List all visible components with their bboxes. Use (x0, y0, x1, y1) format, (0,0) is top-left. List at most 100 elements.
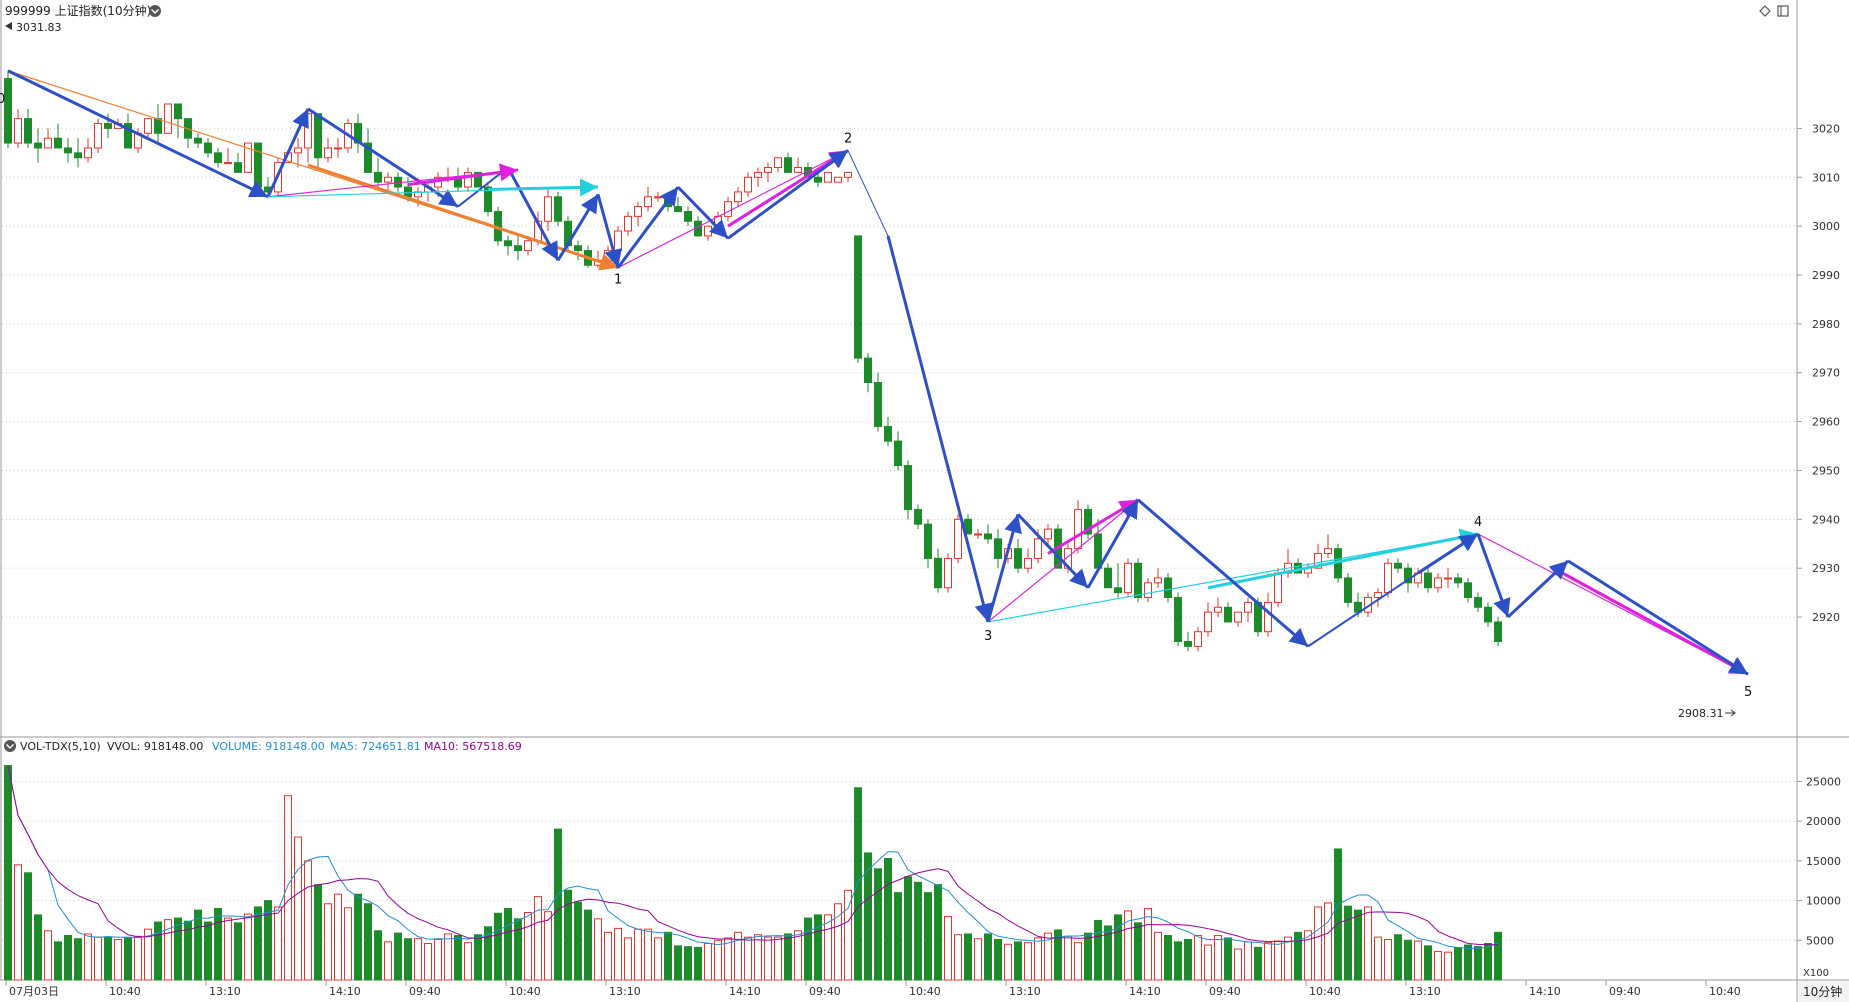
volume-bar (374, 930, 382, 981)
candle-body (1324, 548, 1332, 555)
vol-dropdown-chevron-icon (6, 744, 14, 749)
period-box[interactable] (1798, 981, 1849, 1002)
candle-body (1344, 577, 1352, 603)
diamond-icon[interactable] (1759, 5, 1771, 17)
candle-body (254, 142, 262, 188)
candle-body (1264, 601, 1272, 633)
time-tick-label: 07月03日 (9, 985, 59, 998)
volume-bar (84, 933, 92, 981)
candle-body (984, 533, 992, 540)
volume-bar (254, 906, 262, 981)
volume-bar (64, 935, 72, 981)
volume-bar (894, 892, 902, 981)
time-tick-label: 13:10 (209, 985, 241, 998)
volume-bar (1124, 910, 1132, 981)
volume-bar (1014, 941, 1022, 981)
high-price-label: 3031.83 (16, 21, 62, 34)
candle-body (54, 137, 62, 149)
volume-bar (1434, 950, 1442, 981)
volume-bar (284, 795, 292, 981)
time-tick-label: 09:40 (809, 985, 841, 998)
candle-body (324, 147, 332, 159)
candle-body (1164, 577, 1172, 598)
candle-body (1104, 567, 1112, 589)
candle-body (834, 176, 842, 183)
candle-body (944, 557, 952, 589)
candle-body (144, 118, 152, 134)
candle-body (234, 162, 242, 173)
vol-dropdown-icon[interactable] (4, 740, 16, 752)
volume-bar (274, 906, 282, 981)
volume-bar (134, 935, 142, 981)
candle-body (1464, 582, 1472, 598)
candle-body (314, 113, 322, 159)
wave-line (266, 108, 310, 198)
volume-bar (554, 828, 562, 981)
candle-body (1044, 528, 1052, 540)
volume-bar (834, 903, 842, 981)
volume-bar (1204, 944, 1212, 981)
candle-body (1424, 572, 1432, 589)
candle-body (1034, 538, 1042, 559)
volume-bar (1004, 943, 1012, 981)
volume-bar (1234, 948, 1242, 981)
volume-bar (514, 918, 522, 981)
candle-body (644, 196, 652, 208)
volume-bar (544, 911, 552, 981)
volume-bars (4, 765, 1502, 981)
time-tick-label: 13:10 (1009, 985, 1041, 998)
candle-body (974, 533, 982, 536)
candle-body (1384, 562, 1392, 594)
volume-bar (324, 903, 332, 981)
volume-bar (844, 889, 852, 981)
candle-body (724, 201, 732, 217)
candle-body (524, 240, 532, 252)
volume-bar (1344, 905, 1352, 981)
title-dropdown-icon[interactable] (149, 5, 161, 17)
volume-ma10-line (7, 765, 1499, 946)
volume-bar (724, 937, 732, 981)
volume-bar (1354, 909, 1362, 981)
window-icon[interactable] (1777, 5, 1789, 17)
candle-body (1194, 631, 1202, 647)
candle-body (914, 509, 922, 525)
volume-bar (714, 939, 722, 981)
time-tick-label: 09:40 (1609, 985, 1641, 998)
volume-bar (1034, 937, 1042, 981)
candle-body (734, 191, 742, 203)
volume-bar (1314, 906, 1322, 981)
chart-title: 999999 上证指数(10分钟) (5, 3, 151, 18)
wave-label-5: 5 (1744, 685, 1752, 700)
candle-body (14, 118, 22, 144)
candles (4, 70, 1502, 652)
wave-label-4: 4 (1474, 515, 1482, 530)
wave-line (616, 186, 680, 269)
candle-body (334, 147, 342, 150)
candle-body (44, 137, 52, 149)
wave-line (847, 150, 889, 237)
volume-bar (24, 872, 32, 981)
time-tick-label: 10:40 (109, 985, 141, 998)
volume-bar (1194, 935, 1202, 981)
candle-body (214, 152, 222, 164)
low-arrow-icon (1725, 709, 1736, 717)
candle-body (1404, 567, 1412, 584)
candle-body (1134, 562, 1142, 599)
volume-bar (1374, 936, 1382, 981)
time-tick-label: 14:10 (729, 985, 761, 998)
volume-bar (1044, 932, 1052, 981)
volume-tick-label: 5000 (1806, 934, 1834, 947)
volume-bar (1454, 946, 1462, 981)
time-tick-label: 14:10 (1129, 985, 1161, 998)
volume-bar (914, 881, 922, 981)
volume-bar (334, 893, 342, 981)
wave-line (986, 514, 1022, 623)
wave-line-cyan-bold (487, 178, 599, 197)
candle-body (924, 523, 932, 559)
volume-bar (384, 941, 392, 981)
candle-body (84, 147, 92, 159)
volume-bar (704, 942, 712, 981)
volume-bar (1474, 946, 1482, 981)
